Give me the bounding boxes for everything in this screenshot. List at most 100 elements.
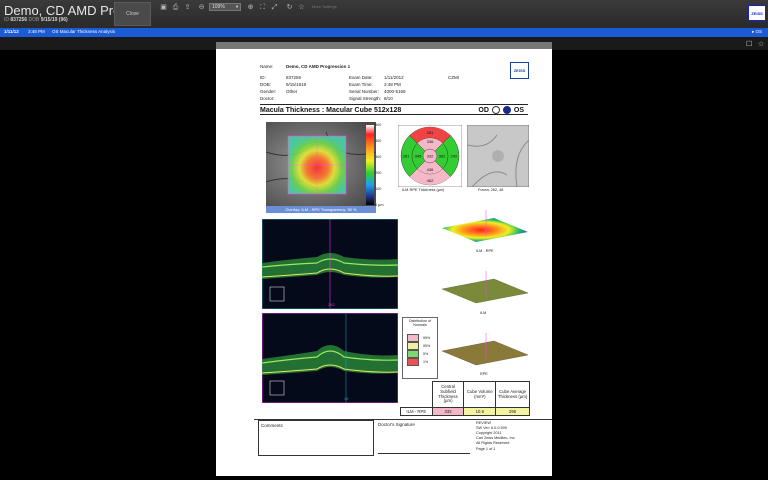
gender-value: Other (286, 89, 298, 94)
dob-value: 9/15/1919 (286, 82, 307, 87)
save-icon[interactable]: ▣ (160, 4, 167, 11)
etdrs-outer-inf: 462 (427, 178, 434, 183)
od-label: OD (478, 106, 489, 114)
etdrs-outer-nasal: 281 (403, 154, 410, 159)
id-label: ID: (260, 75, 266, 80)
bscan-bottom-number: 48 (344, 396, 349, 401)
exam-time-value: 3:48 PM (384, 82, 401, 87)
bookmark-icon[interactable]: ☆ (298, 4, 305, 11)
patient-title: Demo, CD AMD Prog... (4, 3, 139, 18)
patient-subtitle: ID 837256 DOB 9/15/19 (96) (4, 17, 68, 23)
id-label: ID (4, 17, 9, 23)
comment-icon[interactable]: ☐ (746, 41, 753, 48)
surface-ilm-rpe (442, 210, 528, 242)
etdrs-outer-sup: 281 (427, 130, 434, 135)
etdrs-inner-inf: 436 (427, 167, 434, 172)
name-label: Name: (260, 64, 274, 69)
id-value: 837256 (286, 75, 302, 80)
surface-ilm (441, 271, 529, 304)
fit-width-icon[interactable]: ⤢ (271, 4, 278, 11)
od-radio-icon (491, 106, 500, 114)
dob-label: DOB (28, 17, 40, 23)
id-value: 837256 (10, 17, 28, 23)
distribution-item: 95% (407, 342, 430, 350)
surface-label-ilm-rpe: ILM - RPE (476, 249, 494, 253)
title-bar: Demo, CD AMD Prog... ID 837256 DOB 9/15/… (0, 0, 768, 28)
exam-date-value: 1/11/2012 (384, 75, 404, 80)
close-button[interactable]: Close (114, 2, 151, 26)
distribution-item: 5% (407, 350, 430, 358)
etdrs-inner-sup: 336 (427, 139, 434, 144)
cst-value: 332 (431, 407, 465, 416)
col-header-avg: Cube Average Thickness (µm) (495, 381, 530, 408)
exam-time: 3:48 PM (28, 29, 45, 34)
signal-label: Signal Strength: (349, 96, 382, 101)
czmi-label: CZMI (448, 75, 459, 80)
os-radio-icon (502, 106, 511, 114)
footer-divider (254, 419, 552, 420)
fovea-caption: Fovea: 262, 48 (478, 188, 504, 192)
dob-value: 9/15/19 (96) (40, 17, 68, 23)
distribution-items: 99% 95% 5% 1% (407, 334, 430, 366)
fundus-thickness-map (266, 122, 376, 206)
zeiss-logo: ZEISS (748, 5, 766, 21)
exam-date-label: Exam Date: (349, 75, 373, 80)
zoom-out-icon[interactable]: ⊖ (198, 4, 205, 11)
surface-label-ilm: ILM (480, 311, 487, 315)
results-table: Central Subfield Thickness (µm) Cube Vol… (400, 381, 530, 416)
avg-value: 295 (495, 407, 530, 416)
fast-forward-icon: ▸ (752, 29, 755, 34)
star-icon[interactable]: ☆ (758, 41, 765, 48)
gender-label: Gender: (260, 89, 277, 94)
zoom-select[interactable]: 109% ▼ (209, 3, 241, 11)
distribution-item: 1% (407, 358, 430, 366)
comments-box: Comments (258, 420, 374, 456)
row-label: ILM - RPE (400, 407, 433, 416)
zeiss-logo: ZEISS (510, 62, 529, 79)
exam-bar[interactable]: 1/11/12 3:48 PM OS Macular Thickness Ana… (0, 28, 768, 37)
section-title: Macula Thickness : Macular Cube 512x128 (260, 107, 402, 114)
software-info: REVIEW SW Ver: 6.0.0.599 Copyright 2011 … (476, 421, 515, 451)
distribution-title: Distribution of Normals (409, 319, 431, 327)
zoom-in-icon[interactable]: ⊕ (247, 4, 254, 11)
report-page: Name: Demo, CD AMD Progression 1 ID: 837… (216, 49, 552, 476)
thickness-color-scale (366, 125, 374, 205)
fit-page-icon[interactable]: ⛶ (260, 4, 265, 11)
surface-label-rpe: RPE (480, 372, 488, 376)
doctor-signature-label: Doctor's Signature (378, 422, 415, 427)
dob-label: DOB: (260, 82, 272, 87)
scan-name: OS Macular Thickness Analysis (52, 29, 115, 34)
chevron-down-icon: ▼ (235, 4, 239, 9)
surface-rpe (441, 333, 529, 366)
distribution-item: 99% (407, 334, 430, 342)
serial-value: 4000-5169 (384, 89, 406, 94)
distribution-legend: Distribution of Normals 99% 95% 5% 1% (402, 317, 438, 379)
bscan-vertical (262, 313, 398, 403)
bscan-top-number: 262 (328, 302, 335, 307)
slo-fundus-image (467, 125, 529, 187)
signature-line (378, 453, 470, 454)
exam-date: 1/11/12 (4, 29, 19, 34)
print-icon[interactable]: ⎙ (172, 4, 179, 11)
etdrs-grid: 281 336 332 436 462 281 345 302 242 (398, 125, 462, 187)
section-title-bar: Macula Thickness : Macular Cube 512x128 … (260, 104, 528, 115)
col-header-cst: Central Subfield Thickness (µm) (431, 381, 465, 408)
signal-value: 8/10 (384, 96, 393, 101)
col-header-volume: Cube Volume (mm³) (463, 381, 497, 408)
more-settings-link[interactable]: More Settings (312, 4, 337, 9)
overlay-label: Overlay: ILM - RPE Transparency: 50 % (266, 206, 376, 213)
etdrs-center: 332 (427, 154, 434, 159)
serial-label: Serial Number: (349, 89, 380, 94)
name-value: Demo, CD AMD Progression 1 (286, 64, 351, 69)
etdrs-inner-temp: 302 (439, 154, 446, 159)
export-icon[interactable]: ⇪ (184, 4, 191, 11)
doctor-label: Doctor: (260, 96, 275, 101)
etdrs-inner-nasal: 345 (415, 154, 422, 159)
etdrs-caption: ILM-RPE Thickness (µm) (402, 188, 445, 192)
scale-ticks: 500 400 300 200 100 0 µm (375, 123, 384, 207)
eye-indicator: ▸ OS (752, 29, 763, 34)
eye-selector: OD OS (478, 106, 524, 114)
rotate-icon[interactable]: ↻ (286, 4, 293, 11)
bscan-horizontal (262, 219, 398, 309)
volume-value: 10.6 (463, 407, 497, 416)
